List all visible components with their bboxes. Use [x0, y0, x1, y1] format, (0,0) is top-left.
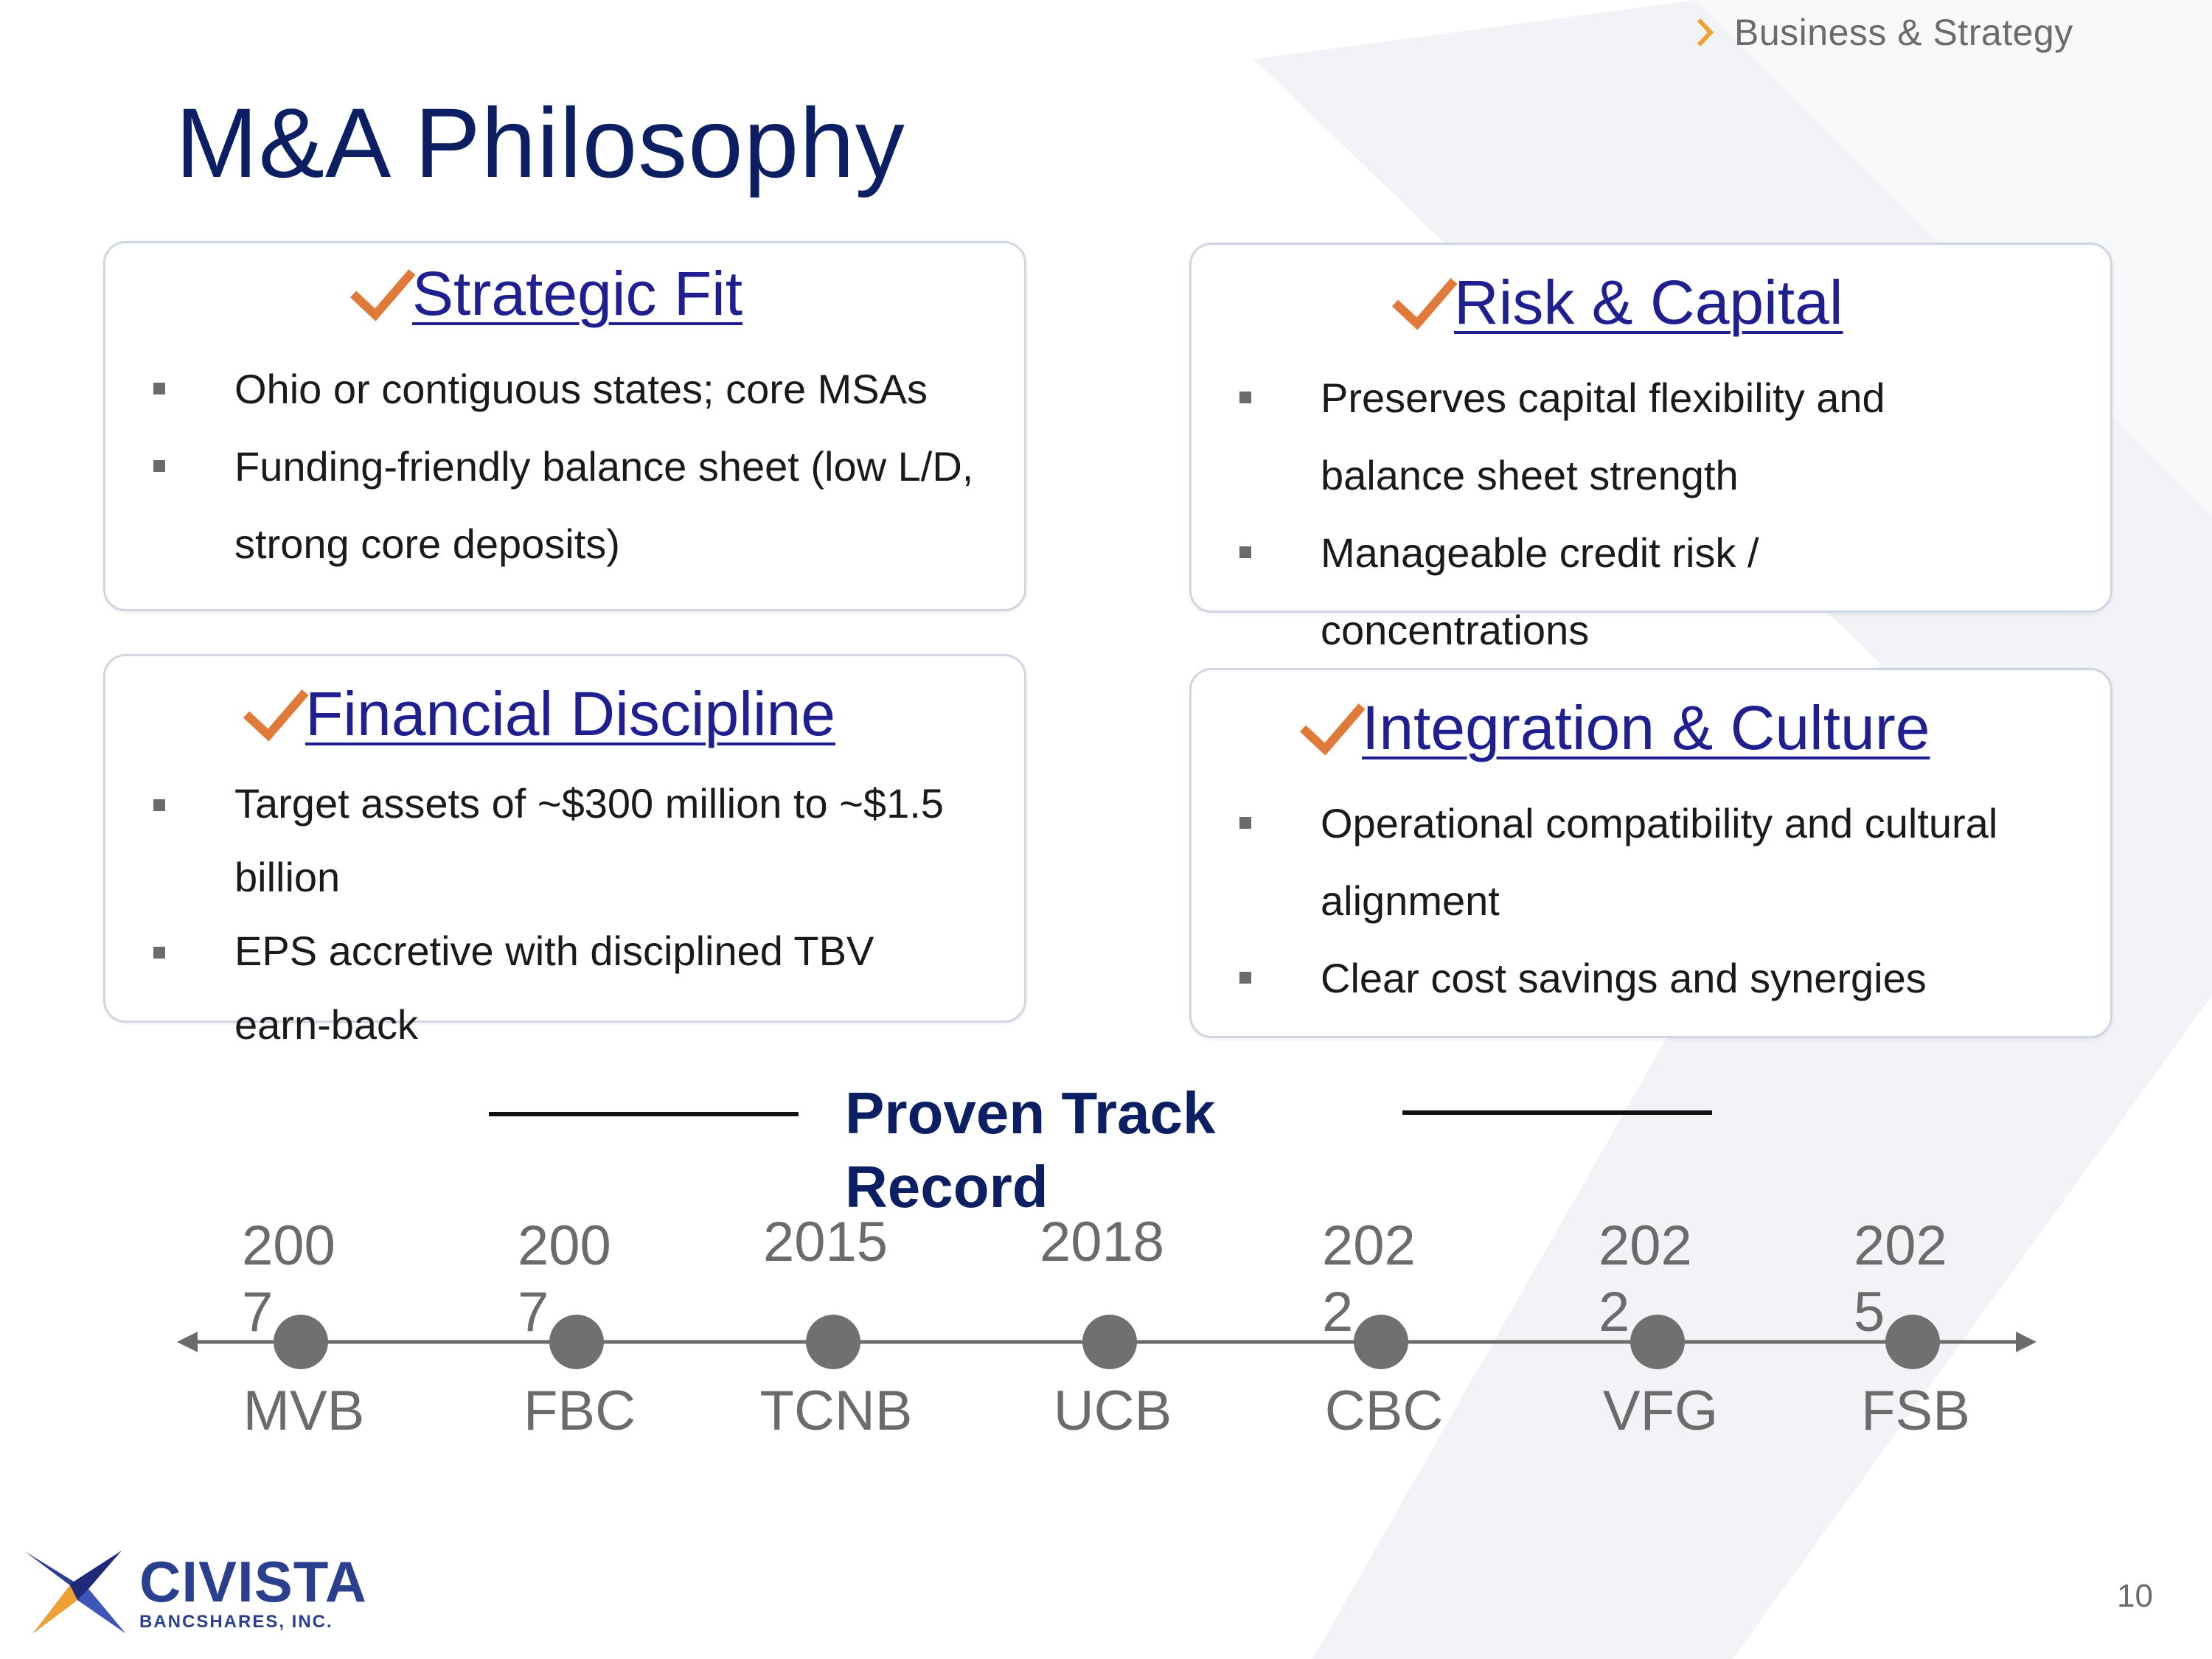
card-heading-row: Financial Discipline	[242, 678, 835, 750]
bullet-square-icon	[153, 460, 165, 472]
bullet-text: Operational compatibility and cultural a…	[1321, 800, 1998, 924]
bullet-square-icon	[1239, 392, 1251, 403]
timeline-year: 2007	[242, 1214, 335, 1343]
card-strategic-fit: Strategic Fit Ohio or contiguous states;…	[103, 241, 1026, 611]
timeline-bank-name: FSB	[1861, 1380, 1970, 1442]
bullet-text: Preserves capital flexibility and balanc…	[1321, 375, 1885, 498]
page-title: M&A Philosophy	[175, 88, 905, 198]
bullet-text: Target assets of ~$300 million to ~$1.5 …	[234, 780, 944, 900]
checkmark-icon	[1391, 277, 1458, 330]
card-heading-risk-capital: Risk & Capital	[1454, 268, 1843, 337]
list-item: Ohio or contiguous states; core MSAs	[105, 350, 1020, 428]
list-item: Preserves capital flexibility and balanc…	[1192, 359, 2003, 514]
bullet-list: Ohio or contiguous states; core MSAs Fun…	[105, 350, 1020, 582]
timeline-year: 2025	[1854, 1214, 1947, 1343]
civista-star-logo-icon	[26, 1551, 125, 1633]
card-heading-row: Strategic Fit	[349, 258, 742, 330]
logo-wordmark: CIVISTA	[139, 1549, 367, 1614]
timeline-bank-name: TCNB	[759, 1380, 913, 1442]
list-item: Funding-friendly balance sheet (low L/D,…	[105, 428, 1020, 582]
bullet-square-icon	[153, 799, 165, 811]
track-record-title: Proven Track Record	[845, 1080, 1216, 1220]
logo-subtitle: BANCSHARES, INC.	[139, 1612, 333, 1632]
bullet-square-icon	[1239, 546, 1251, 558]
divider-line-right	[1402, 1110, 1712, 1115]
bullet-list: Target assets of ~$300 million to ~$1.5 …	[105, 767, 953, 1062]
list-item: Manageable credit risk / concentrations	[1192, 514, 2003, 669]
bullet-text: Clear cost savings and synergies	[1321, 955, 1927, 1001]
timeline-year: 2022	[1322, 1214, 1416, 1343]
divider-line-left	[489, 1112, 799, 1116]
timeline-year: 2007	[518, 1214, 611, 1343]
bullet-square-icon	[153, 947, 165, 959]
timeline-bank-name: MVB	[243, 1380, 365, 1442]
timeline-bank-name: UCB	[1053, 1380, 1172, 1442]
bullet-list: Operational compatibility and cultural a…	[1192, 785, 2003, 1017]
list-item: EPS accretive with disciplined TBV earn-…	[105, 914, 953, 1062]
section-label: Business & Strategy	[1734, 12, 2073, 53]
list-item: Clear cost savings and synergies	[1192, 939, 2003, 1017]
timeline-year: 2015	[763, 1211, 888, 1273]
bullet-square-icon	[153, 383, 165, 394]
bullet-text: Manageable credit risk / concentrations	[1321, 529, 1759, 653]
timeline-bank-name: CBC	[1324, 1380, 1444, 1442]
chevron-right-icon	[1697, 18, 1714, 47]
civista-logo: CIVISTA BANCSHARES, INC.	[18, 1545, 367, 1641]
card-heading-financial-discipline: Financial Discipline	[305, 679, 835, 748]
card-heading-row: Integration & Culture	[1298, 692, 1930, 764]
card-integration-culture: Integration & Culture Operational compat…	[1189, 668, 2112, 1038]
checkmark-icon	[349, 268, 416, 321]
bullet-text: EPS accretive with disciplined TBV earn-…	[234, 928, 874, 1048]
timeline-bank-name: FBC	[524, 1380, 636, 1442]
timeline-bank-name: VFG	[1602, 1380, 1719, 1442]
card-risk-capital: Risk & Capital Preserves capital flexibi…	[1189, 243, 2112, 653]
list-item: Target assets of ~$300 million to ~$1.5 …	[105, 767, 953, 914]
card-heading-integration-culture: Integration & Culture	[1362, 693, 1930, 762]
checkmark-icon	[1299, 703, 1366, 756]
section-breadcrumb: Business & Strategy	[1696, 10, 2073, 55]
bullet-square-icon	[1239, 817, 1251, 829]
checkmark-icon	[243, 689, 309, 742]
card-heading-strategic-fit: Strategic Fit	[412, 259, 743, 328]
card-heading-row: Risk & Capital	[1391, 267, 1843, 338]
bullet-text: Ohio or contiguous states; core MSAs	[234, 366, 928, 412]
bullet-list: Preserves capital flexibility and balanc…	[1192, 359, 2003, 669]
list-item: Operational compatibility and cultural a…	[1192, 785, 2003, 939]
bullet-square-icon	[1239, 972, 1251, 984]
timeline-year: 2022	[1599, 1214, 1692, 1343]
card-financial-discipline: Financial Discipline Target assets of ~$…	[103, 654, 1026, 1048]
bullet-text: Funding-friendly balance sheet (low L/D,…	[234, 443, 974, 567]
timeline-year: 2018	[1040, 1211, 1165, 1273]
page-number: 10	[2117, 1578, 2153, 1614]
